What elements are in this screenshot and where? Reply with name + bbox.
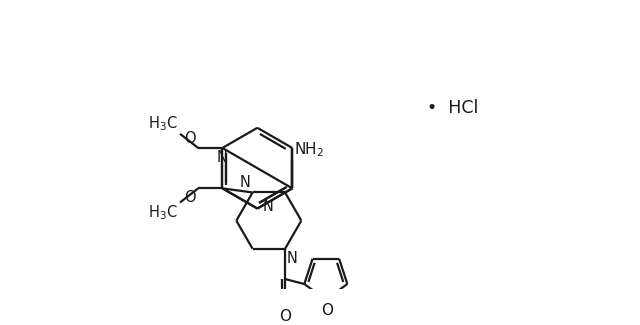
Text: O: O — [184, 190, 196, 205]
Text: O: O — [184, 131, 196, 146]
Text: N: N — [217, 150, 228, 165]
Text: NH$_2$: NH$_2$ — [294, 140, 324, 159]
Text: N: N — [287, 251, 298, 266]
Text: O: O — [279, 308, 291, 323]
Text: N: N — [262, 199, 273, 214]
Text: H$_3$C: H$_3$C — [148, 204, 178, 222]
Text: H$_3$C: H$_3$C — [148, 114, 178, 133]
Text: O: O — [321, 303, 333, 318]
Text: •  HCl: • HCl — [427, 98, 478, 117]
Text: N: N — [240, 176, 251, 190]
